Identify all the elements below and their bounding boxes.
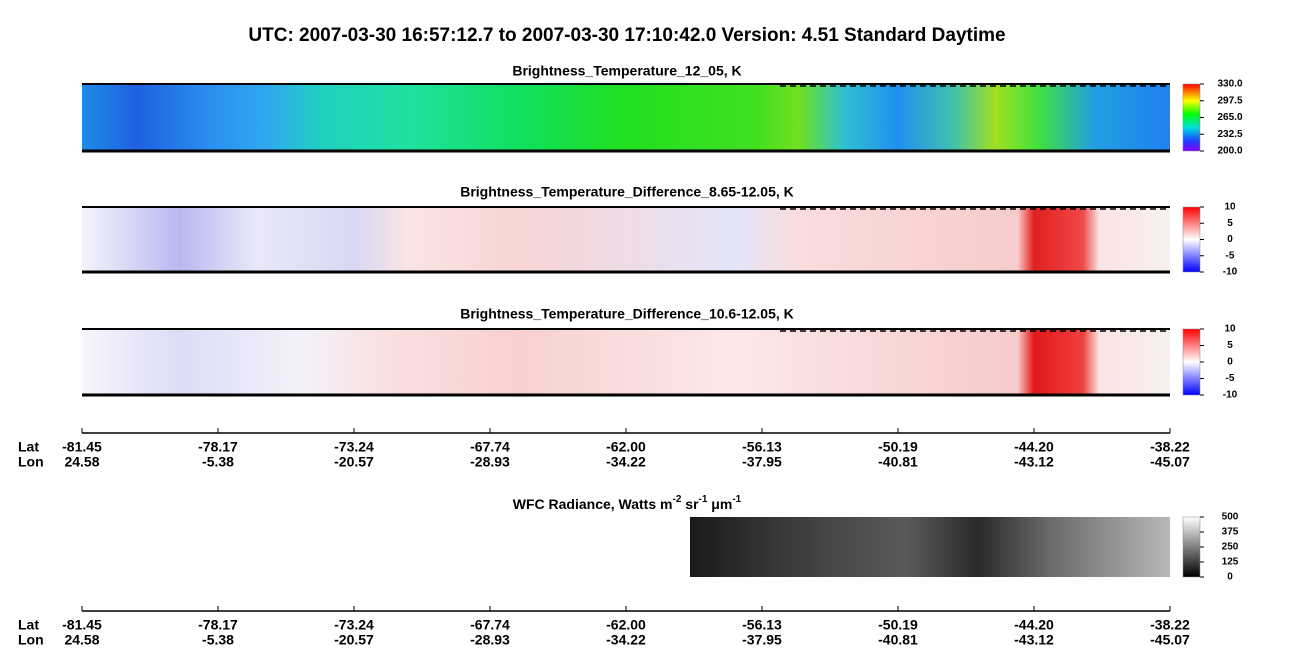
page-title: UTC: 2007-03-30 16:57:12.7 to 2007-03-30… [248, 25, 1005, 46]
colorbar-label: 0 [1227, 572, 1233, 583]
colorbar-label: 0 [1227, 234, 1233, 245]
lat-tick-label: -56.13 [742, 617, 782, 633]
lat-tick-label: -67.74 [470, 439, 510, 455]
lat-tick-label: -62.00 [606, 439, 646, 455]
lat-tick-label: -78.17 [198, 439, 238, 455]
colorbar [1182, 328, 1201, 396]
colorbar-label: 265.0 [1217, 112, 1242, 123]
lat-tick-label: -50.19 [878, 439, 918, 455]
colorbar-label: 10 [1224, 202, 1236, 213]
lon-tick-label: -43.12 [1014, 454, 1054, 470]
panel-title: Brightness_Temperature_12_05, K [512, 63, 741, 79]
colorbar-label: 500 [1222, 512, 1239, 523]
colorbar-label: 297.5 [1217, 95, 1242, 106]
lon-label: Lon [18, 454, 44, 470]
image-strip [690, 517, 1170, 577]
lon-tick-label: -20.57 [334, 454, 374, 470]
lat-tick-label: -50.19 [878, 617, 918, 633]
lon-tick-label: -40.81 [878, 632, 918, 648]
title-part: -1 [732, 494, 741, 505]
lon-tick-label: -37.95 [742, 454, 782, 470]
lat-tick-label: -73.24 [334, 617, 374, 633]
lat-label: Lat [18, 439, 39, 455]
image-strip [82, 207, 1170, 272]
colorbar-label: -10 [1223, 390, 1238, 401]
lat-tick-label: -38.22 [1150, 617, 1190, 633]
colorbar [1182, 206, 1201, 273]
lat-tick-label: -38.22 [1150, 439, 1190, 455]
lon-tick-label: 24.58 [64, 454, 99, 470]
lat-tick-label: -81.45 [62, 439, 102, 455]
lat-tick-label: -56.13 [742, 439, 782, 455]
colorbar-label: 232.5 [1217, 129, 1242, 140]
lon-tick-label: 24.58 [64, 632, 99, 648]
lon-tick-label: -43.12 [1014, 632, 1054, 648]
lon-tick-label: -28.93 [470, 454, 510, 470]
colorbar-label: 10 [1224, 324, 1236, 335]
lon-tick-label: -45.07 [1150, 454, 1190, 470]
colorbar [1182, 83, 1201, 152]
title-part: μm [707, 496, 732, 512]
colorbar-label: 125 [1222, 557, 1239, 568]
lat-tick-label: -73.24 [334, 439, 374, 455]
lon-label: Lon [18, 632, 44, 648]
lat-tick-label: -67.74 [470, 617, 510, 633]
lon-tick-label: -5.38 [202, 454, 234, 470]
panel-title: WFC Radiance, Watts m-2 sr-1 μm-1 [513, 494, 742, 512]
colorbar [1182, 516, 1201, 578]
colorbar-label: 200.0 [1217, 146, 1242, 157]
image-strip [82, 329, 1170, 395]
title-part: -1 [699, 494, 708, 505]
title-part: sr [681, 496, 699, 512]
panel-title: Brightness_Temperature_Difference_8.65-1… [460, 184, 794, 200]
lat-tick-label: -78.17 [198, 617, 238, 633]
colorbar-label: 375 [1222, 527, 1239, 538]
lat-label: Lat [18, 617, 39, 633]
lon-tick-label: -28.93 [470, 632, 510, 648]
colorbar-label: -5 [1226, 373, 1235, 384]
colorbar-label: 5 [1227, 340, 1233, 351]
lat-tick-label: -62.00 [606, 617, 646, 633]
colorbar-label: -10 [1223, 267, 1238, 278]
panel-title: Brightness_Temperature_Difference_10.6-1… [460, 306, 794, 322]
lon-tick-label: -37.95 [742, 632, 782, 648]
lon-tick-label: -45.07 [1150, 632, 1190, 648]
lon-tick-label: -34.22 [606, 632, 646, 648]
title-part: -2 [672, 494, 681, 505]
colorbar-label: -5 [1226, 250, 1235, 261]
lon-tick-label: -5.38 [202, 632, 234, 648]
colorbar-label: 330.0 [1217, 79, 1242, 90]
lon-tick-label: -20.57 [334, 632, 374, 648]
lon-tick-label: -40.81 [878, 454, 918, 470]
lat-tick-label: -81.45 [62, 617, 102, 633]
lat-tick-label: -44.20 [1014, 439, 1054, 455]
lat-tick-label: -44.20 [1014, 617, 1054, 633]
colorbar-label: 5 [1227, 218, 1233, 229]
lon-tick-label: -34.22 [606, 454, 646, 470]
colorbar-label: 0 [1227, 357, 1233, 368]
title-part: WFC Radiance, Watts m [513, 496, 673, 512]
image-strip [82, 84, 1170, 151]
colorbar-label: 250 [1222, 542, 1239, 553]
